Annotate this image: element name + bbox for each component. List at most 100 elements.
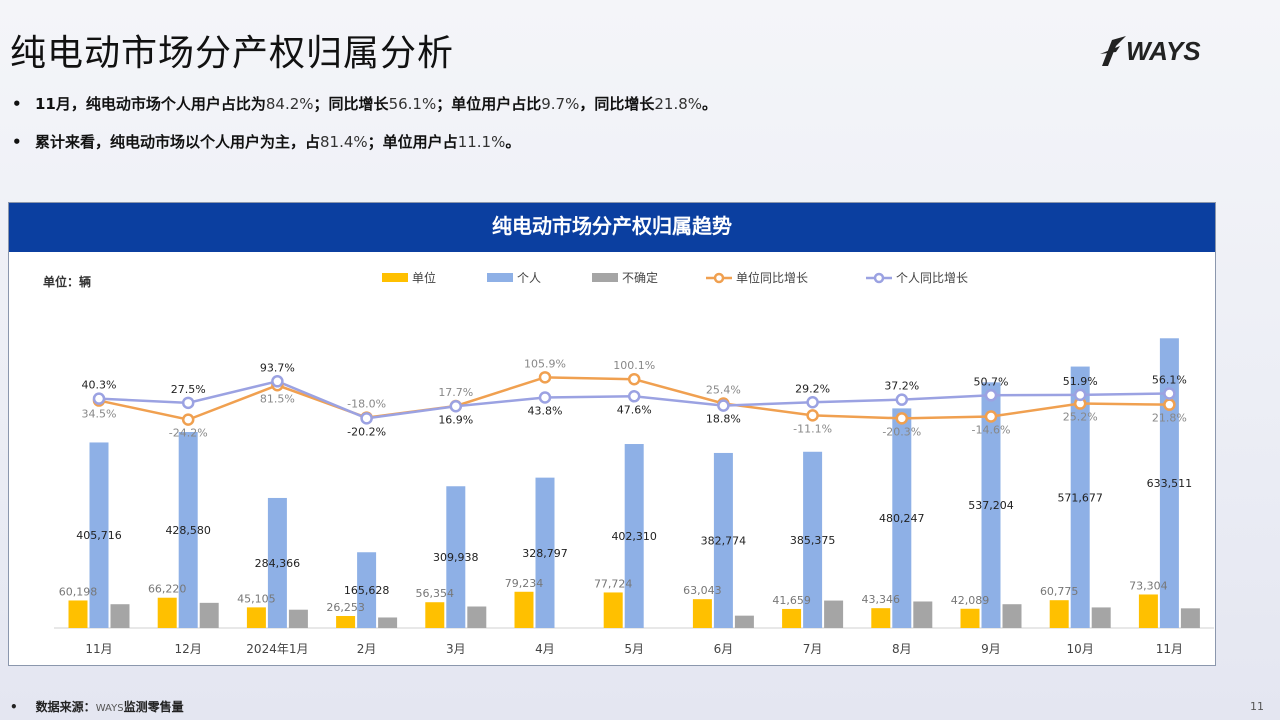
bar-personal [535,477,555,628]
unit-growth-point [627,372,641,386]
unit-growth-point [984,410,998,423]
bar-uncertain [913,601,933,628]
personal-growth-point [449,400,463,413]
bar-unit [157,597,177,628]
legend-marker [713,272,725,284]
unit-growth-label: -11.1% [793,422,832,435]
legend-label: 单位 [412,270,436,285]
personal-growth-label: 16.9% [438,413,473,426]
bar-personal-label: 165,628 [344,584,390,597]
bar-unit-label: 63,043 [683,584,722,597]
unit-growth-label: -24.2% [169,427,208,440]
logo-text: WAYS [1126,36,1201,66]
bar-personal-label: 402,310 [611,530,657,543]
unit-growth-label: -14.6% [972,423,1011,436]
x-tick-label: 3月 [446,642,466,656]
personal-growth-point [984,389,998,402]
x-tick-label: 6月 [714,642,734,656]
personal-growth-point [1073,388,1087,402]
bar-unit-label: 77,724 [594,577,633,590]
footer-source: • 数据来源：WAYS监测零售量 [10,700,184,714]
unit-growth-point [538,371,552,384]
unit-growth-point [895,412,909,425]
personal-growth-point [360,412,373,425]
bar-unit [692,599,712,628]
personal-growth-label: 29.2% [795,382,830,395]
personal-growth-point [538,391,552,404]
bar-unit-label: 79,234 [505,577,544,590]
legend-swatch [382,273,408,282]
bar-personal-label: 428,580 [165,524,211,537]
bar-unit-label: 41,659 [772,594,811,607]
x-tick-label: 9月 [981,642,1001,656]
unit-growth-label: 25.2% [1063,411,1098,424]
page-title: 纯电动市场分产权归属分析 [10,33,455,74]
personal-growth-point [627,390,641,403]
bar-personal-label: 382,774 [701,534,747,547]
bar-unit [603,592,623,628]
bar-personal-label: 284,366 [255,557,301,570]
bar-personal-label: 385,375 [790,534,836,547]
bar-unit-label: 26,253 [326,601,365,614]
personal-growth-point [92,392,106,405]
bar-uncertain [110,604,130,628]
bar-uncertain [1180,608,1200,628]
bar-unit [1138,594,1158,628]
personal-growth-label: 93.7% [260,361,295,374]
legend-label: 单位同比增长 [736,270,808,285]
bar-personal [357,552,377,628]
bar-unit [246,607,266,628]
bar-personal [446,486,466,628]
unit-growth-point [806,409,819,422]
bar-unit [68,600,88,628]
personal-growth-point [271,375,284,388]
bar-personal [89,442,109,628]
personal-growth-label: 43.8% [528,405,563,418]
unit-growth-label: 34.5% [82,408,117,421]
bar-unit-label: 42,089 [951,594,990,607]
legend-label: 个人 [517,271,541,285]
bar-unit [336,615,356,628]
bar-personal [267,497,287,628]
bar-uncertain [824,600,844,628]
bar-personal [713,452,733,628]
chart-panel: 纯电动市场分产权归属趋势 单位：辆 单位 个人 不确定 单位同比增长 个人同比增长 60,1… [8,202,1216,666]
bar-unit [1049,600,1069,628]
personal-growth-point [1163,387,1176,400]
legend-label: 不确定 [622,270,658,285]
personal-growth-label: 27.5% [171,383,206,396]
personal-growth-point [181,396,195,410]
unit-growth-label: -20.3% [882,425,921,438]
bar-personal [178,432,198,628]
x-tick-label: 12月 [175,642,202,656]
ways-logo: WAYS [1098,32,1218,72]
bar-uncertain [734,615,754,628]
chart-title: 纯电动市场分产权归属趋势 [9,203,1215,252]
bar-unit [960,608,980,628]
bar-uncertain [199,602,219,628]
unit-growth-label: 17.7% [438,386,473,399]
bar-unit-label: 60,775 [1040,585,1079,598]
bar-unit-label: 66,220 [148,583,187,596]
bar-personal-label: 537,204 [968,499,1014,512]
bullet-item: • 11月，纯电动市场个人用户占比为84.2%；同比增长56.1%；单位用户占比… [12,95,718,113]
x-tick-label: 4月 [535,642,555,656]
unit-growth-label: 105.9% [524,357,566,370]
legend-swatch [592,273,618,282]
bar-personal-label: 633,511 [1147,477,1193,490]
legend-marker [873,272,885,284]
personal-growth-label: 51.9% [1063,375,1098,388]
bar-unit-label: 43,346 [862,593,901,606]
bar-personal-label: 309,938 [433,551,479,564]
unit-growth-label: 81.5% [260,392,295,405]
unit-growth-label: 100.1% [613,359,655,372]
x-tick-label: 10月 [1067,642,1094,656]
page-number: 11 [1250,700,1264,713]
bar-personal [892,408,912,628]
bar-unit-label: 60,198 [59,585,98,598]
unit-label: 单位：辆 [43,274,91,289]
bar-personal [1070,366,1090,628]
legend-label: 个人同比增长 [896,271,968,285]
personal-growth-label: -20.2% [347,425,386,438]
bar-personal [624,444,644,628]
